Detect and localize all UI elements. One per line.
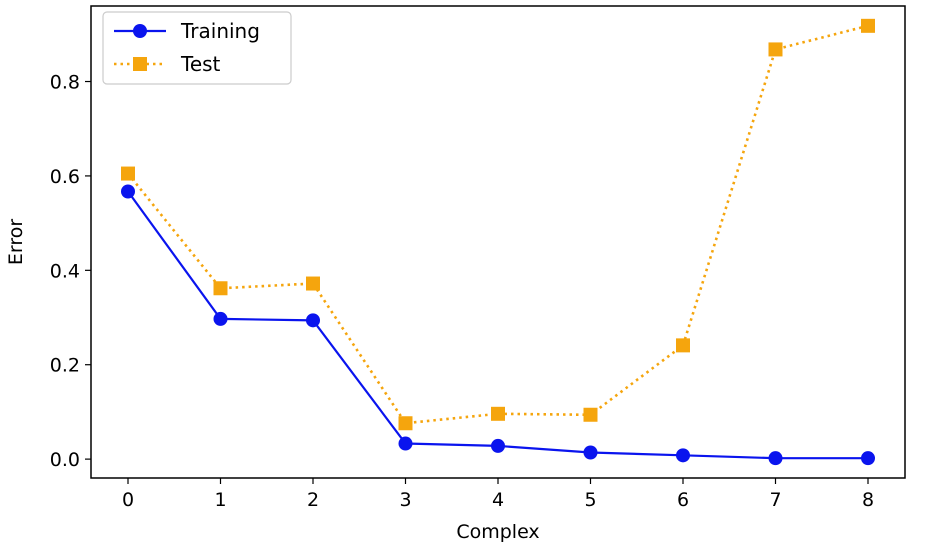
legend: Training Test xyxy=(102,11,292,85)
x-tick-label: 1 xyxy=(214,489,226,511)
series-layer xyxy=(121,18,875,466)
y-axis-ticks: 0.0 0.2 0.4 0.6 0.8 xyxy=(50,72,91,471)
y-tick-label: 0.4 xyxy=(50,260,80,282)
x-axis-ticks: 0 1 2 3 4 5 6 7 8 xyxy=(122,478,874,511)
legend-test-label: Test xyxy=(180,52,221,76)
test-point xyxy=(676,338,690,353)
training-point xyxy=(583,445,598,460)
training-point xyxy=(861,451,875,466)
test-point xyxy=(121,166,135,181)
test-point xyxy=(213,281,228,296)
training-point xyxy=(121,184,135,199)
plot-frame xyxy=(90,5,906,479)
y-axis-title: Error xyxy=(5,219,27,266)
x-tick-label: 7 xyxy=(769,489,781,511)
training-point xyxy=(306,313,320,328)
legend-training-marker xyxy=(133,24,147,38)
test-point xyxy=(583,407,598,422)
x-axis-title: Complex xyxy=(456,521,539,543)
x-tick-label: 8 xyxy=(862,489,874,511)
test-point xyxy=(861,18,875,33)
x-tick-label: 6 xyxy=(677,489,689,511)
x-tick-label: 5 xyxy=(584,489,596,511)
training-point xyxy=(768,451,783,466)
training-point xyxy=(213,311,228,326)
y-tick-label: 0.0 xyxy=(50,449,80,471)
test-point xyxy=(306,276,320,291)
legend-test-marker xyxy=(133,57,147,71)
y-tick-label: 0.8 xyxy=(50,72,80,94)
x-tick-label: 3 xyxy=(399,489,411,511)
test-point xyxy=(491,406,505,421)
legend-training-label: Training xyxy=(180,19,260,43)
training-point xyxy=(398,436,413,451)
x-tick-label: 0 xyxy=(122,489,134,511)
test-point xyxy=(768,42,783,57)
x-tick-label: 2 xyxy=(307,489,319,511)
x-tick-label: 4 xyxy=(492,489,504,511)
test-point xyxy=(398,416,413,431)
test-series-line xyxy=(126,24,869,425)
y-tick-label: 0.2 xyxy=(50,355,80,377)
training-point xyxy=(676,448,690,463)
y-tick-label: 0.6 xyxy=(50,166,80,188)
training-point xyxy=(491,438,505,453)
